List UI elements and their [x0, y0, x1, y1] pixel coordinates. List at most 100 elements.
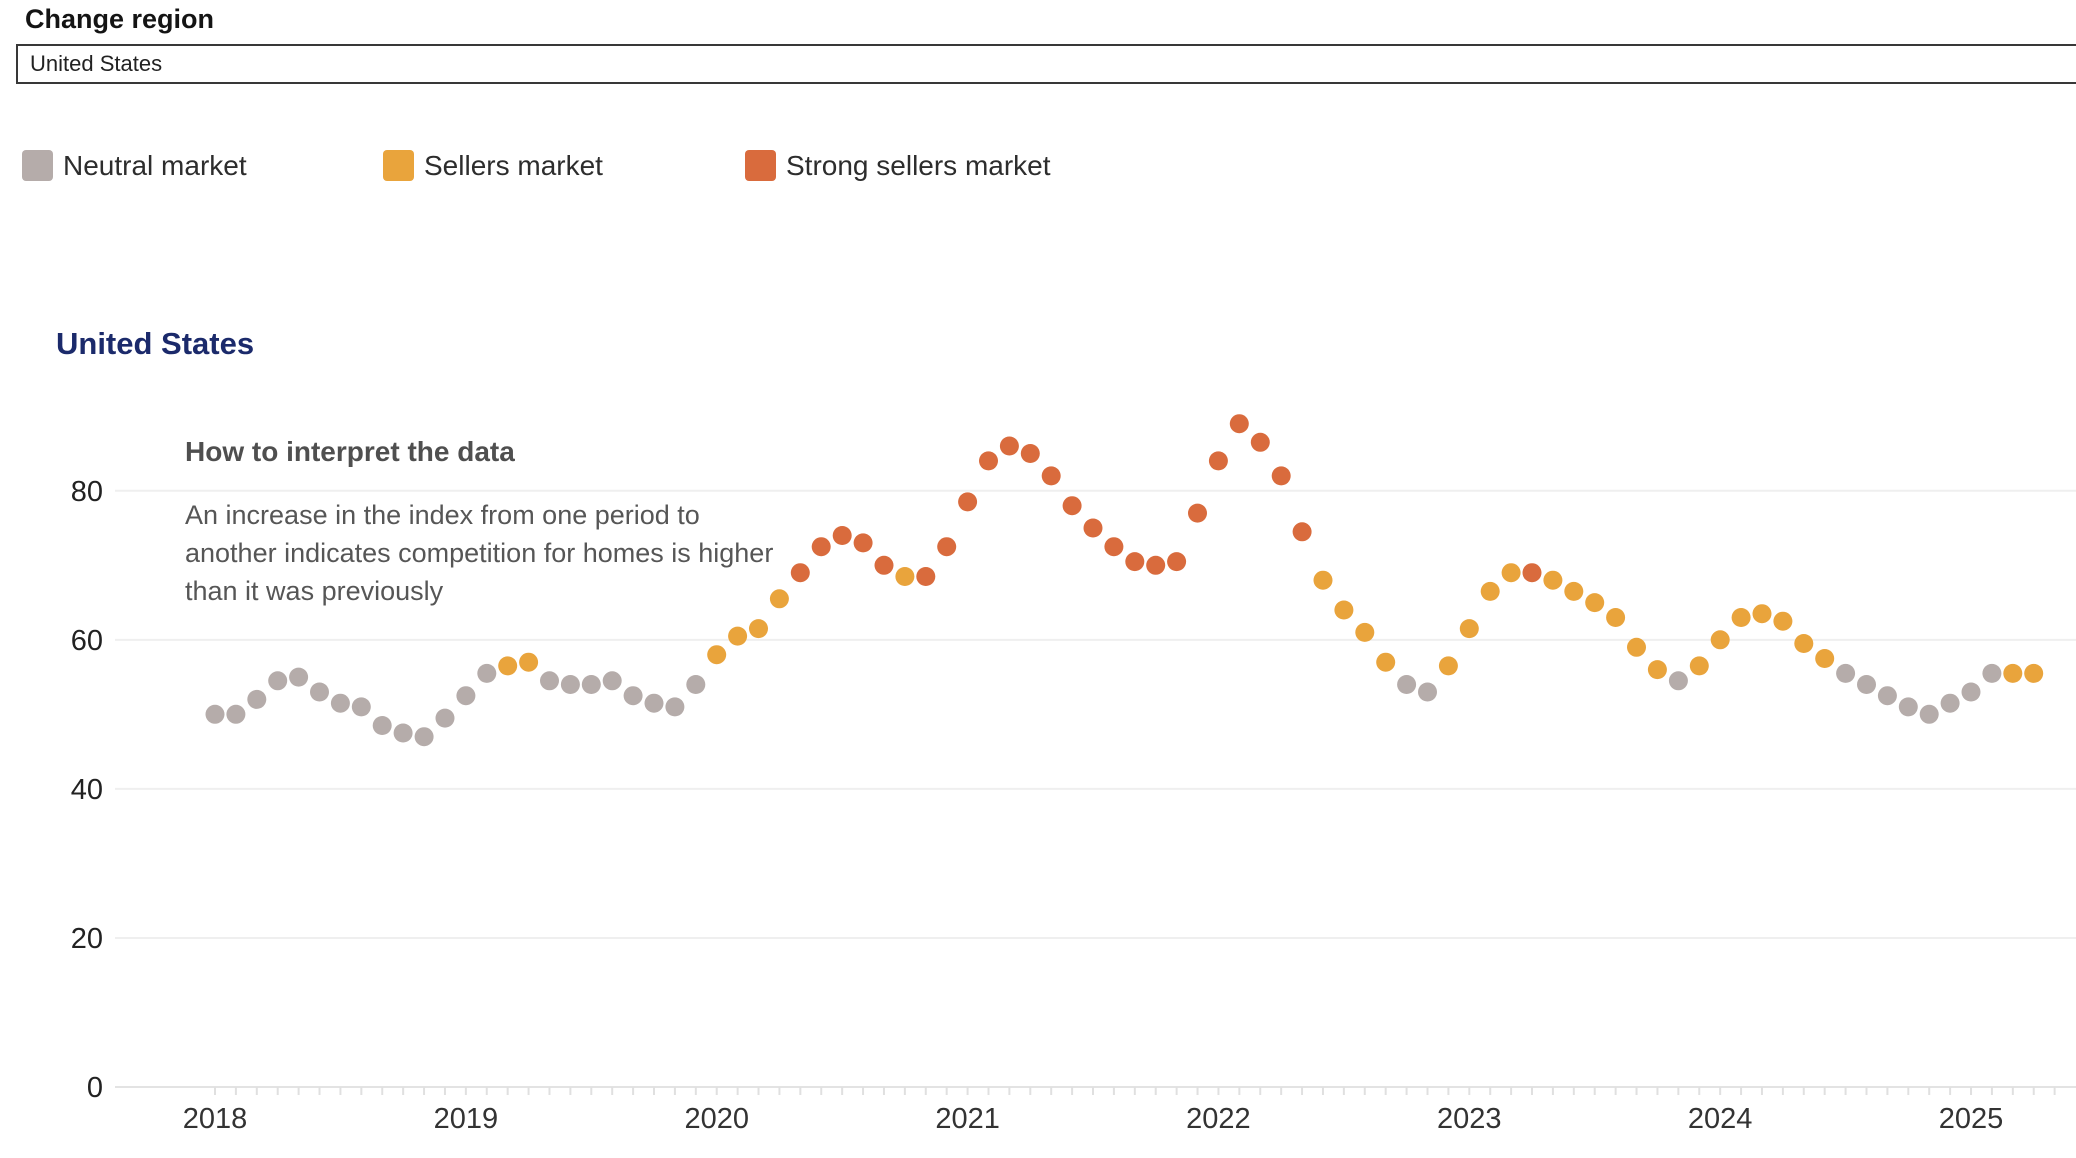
data-point[interactable] [1585, 593, 1605, 613]
data-point[interactable] [414, 727, 434, 747]
data-point[interactable] [1668, 671, 1688, 691]
data-point[interactable] [1250, 432, 1270, 452]
data-point[interactable] [310, 682, 329, 702]
data-point[interactable] [1397, 675, 1417, 694]
data-point[interactable] [2003, 663, 2023, 683]
data-point[interactable] [602, 671, 622, 691]
data-point[interactable] [1438, 656, 1458, 676]
data-point[interactable] [1459, 619, 1479, 639]
data-point[interactable] [519, 652, 539, 672]
data-point[interactable] [268, 671, 288, 691]
data-point[interactable] [226, 704, 246, 724]
legend-item-sellers-market[interactable]: Sellers market [383, 150, 603, 181]
data-point[interactable] [1146, 555, 1166, 575]
data-point[interactable] [1564, 581, 1584, 601]
data-point[interactable] [1689, 656, 1709, 676]
data-point[interactable] [1815, 649, 1835, 668]
data-point[interactable] [247, 689, 267, 709]
data-point[interactable] [1898, 697, 1918, 717]
legend-item-strong-sellers-market[interactable]: Strong sellers market [745, 150, 1051, 181]
x-axis-tick-label: 2023 [1437, 1103, 1502, 1135]
data-point[interactable] [1940, 693, 1960, 713]
data-point[interactable] [1543, 570, 1563, 590]
data-point[interactable] [665, 697, 685, 717]
data-point[interactable] [1731, 608, 1751, 627]
data-point[interactable] [477, 663, 497, 683]
data-point[interactable] [1773, 611, 1793, 631]
data-point[interactable] [1313, 570, 1333, 590]
data-point[interactable] [1062, 496, 1082, 516]
neutral-market-swatch-icon [22, 150, 53, 181]
data-point[interactable] [2024, 663, 2044, 683]
data-point[interactable] [393, 723, 413, 743]
data-point[interactable] [1418, 682, 1437, 702]
data-point[interactable] [811, 537, 831, 557]
data-point[interactable] [1919, 704, 1939, 724]
change-region-label: Change region [25, 4, 215, 34]
data-point[interactable] [1710, 630, 1730, 650]
data-point[interactable] [895, 567, 915, 586]
data-point[interactable] [1627, 637, 1646, 657]
data-point[interactable] [372, 716, 392, 735]
data-point[interactable] [623, 686, 643, 706]
data-point[interactable] [1208, 451, 1228, 471]
data-point[interactable] [937, 537, 957, 557]
data-point[interactable] [1877, 686, 1897, 706]
data-point[interactable] [853, 533, 873, 553]
data-point[interactable] [644, 693, 664, 713]
data-point[interactable] [1376, 652, 1396, 672]
data-point[interactable] [456, 686, 476, 706]
data-point[interactable] [1083, 518, 1103, 538]
legend-item-neutral-market[interactable]: Neutral market [22, 150, 247, 181]
data-point[interactable] [1961, 682, 1981, 702]
data-point[interactable] [1355, 622, 1375, 642]
data-point[interactable] [351, 697, 371, 717]
chart-legend: Neutral market Sellers market Strong sel… [0, 150, 2076, 186]
data-point[interactable] [1020, 444, 1040, 463]
data-point[interactable] [498, 656, 518, 676]
x-axis-tick-label: 2022 [1186, 1103, 1251, 1135]
y-axis-tick-label: 40 [71, 774, 103, 806]
data-point[interactable] [916, 567, 936, 586]
data-point[interactable] [707, 645, 727, 665]
data-point[interactable] [1480, 581, 1500, 601]
data-point[interactable] [769, 589, 789, 609]
data-point[interactable] [435, 708, 455, 728]
data-point[interactable] [1752, 604, 1772, 624]
data-point[interactable] [832, 526, 852, 545]
data-point[interactable] [1982, 663, 2002, 683]
data-point[interactable] [1836, 663, 1856, 683]
data-point[interactable] [1188, 503, 1207, 523]
data-point[interactable] [1334, 600, 1354, 620]
data-point[interactable] [1606, 608, 1626, 627]
data-point[interactable] [1041, 466, 1061, 486]
data-point[interactable] [540, 671, 559, 691]
data-point[interactable] [728, 626, 748, 646]
data-point[interactable] [1857, 675, 1876, 694]
data-point[interactable] [560, 675, 580, 694]
data-point[interactable] [1167, 552, 1187, 572]
data-point[interactable] [999, 436, 1019, 456]
data-point[interactable] [289, 667, 309, 687]
data-point[interactable] [790, 563, 810, 583]
data-point[interactable] [1292, 522, 1312, 542]
data-point[interactable] [1104, 537, 1124, 557]
legend-label: Sellers market [424, 150, 603, 181]
data-point[interactable] [874, 555, 894, 575]
data-point[interactable] [1647, 660, 1667, 680]
data-point[interactable] [958, 492, 978, 512]
data-point[interactable] [1501, 563, 1521, 583]
data-point[interactable] [1794, 634, 1814, 653]
data-point[interactable] [1125, 552, 1145, 572]
data-point[interactable] [979, 451, 998, 471]
data-point[interactable] [749, 619, 768, 639]
data-point[interactable] [1229, 414, 1249, 434]
data-point[interactable] [686, 675, 706, 694]
region-select-input[interactable] [16, 44, 2076, 84]
data-point[interactable] [330, 693, 350, 713]
data-point[interactable] [581, 675, 601, 694]
data-point[interactable] [1271, 466, 1291, 486]
data-point[interactable] [205, 704, 225, 724]
data-point[interactable] [1522, 563, 1542, 583]
